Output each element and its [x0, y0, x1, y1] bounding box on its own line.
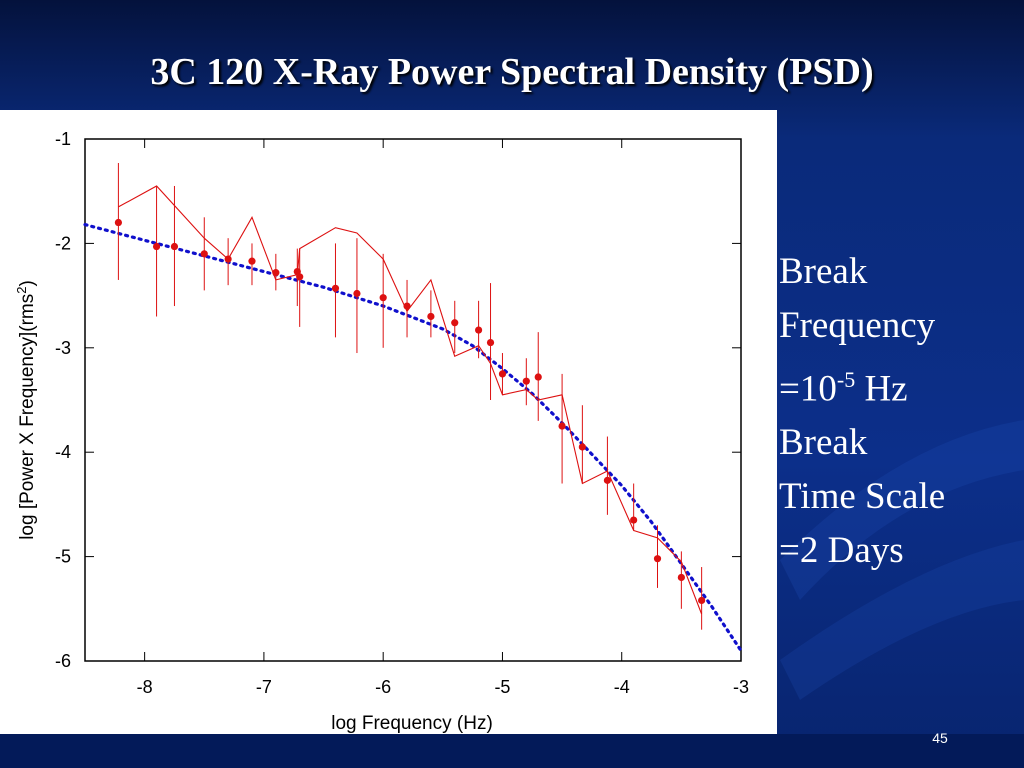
- break-frequency-exponent: -5: [836, 367, 856, 392]
- y-tick-label: -2: [55, 233, 71, 253]
- data-line: [118, 185, 703, 615]
- y-axis-label-main: log [Power X Frequency](rms: [17, 294, 38, 540]
- data-point: [379, 294, 387, 302]
- data-point: [498, 370, 507, 378]
- data-points: [114, 163, 706, 630]
- data-point: [224, 255, 232, 263]
- data-point: [403, 302, 411, 310]
- data-point: [653, 555, 662, 563]
- data-point: [114, 218, 122, 227]
- chart-panel: -8 -7 -6 -5 -4 -3 -1 -2 -3 -4 -5 -6 log Frequency (…: [0, 110, 777, 734]
- data-point: [558, 422, 566, 430]
- data-point: [248, 257, 256, 265]
- break-frequency-base: =10: [779, 368, 837, 410]
- x-tick-label: -6: [375, 677, 391, 697]
- break-frequency-unit: Hz: [855, 368, 908, 410]
- y-tick-label: -5: [55, 547, 71, 567]
- x-tick-label: -5: [494, 677, 510, 697]
- data-point: [486, 338, 495, 347]
- y-tick-label: -3: [55, 338, 71, 358]
- data-point: [630, 516, 638, 524]
- y-axis-label-sup: 2: [14, 287, 29, 294]
- model-curve: [83, 223, 743, 653]
- data-point: [170, 242, 179, 251]
- break-line-3: =10-5 Hz: [779, 353, 1019, 416]
- slide-number: 45: [932, 730, 948, 746]
- break-info: Break Frequency =10-5 Hz Break Time Scal…: [779, 245, 1019, 578]
- x-tick-label: -7: [256, 677, 272, 697]
- x-axis-label: log Frequency (Hz): [331, 713, 493, 734]
- data-point: [152, 242, 161, 251]
- data-point: [603, 476, 612, 484]
- data-point: [200, 250, 208, 258]
- break-line-2: Frequency: [779, 305, 936, 346]
- y-axis-label: log [Power X Frequency](rms2): [14, 280, 38, 540]
- data-point: [698, 596, 706, 605]
- data-point: [677, 573, 685, 582]
- data-point: [331, 284, 340, 292]
- break-line-5: Time Scale: [779, 476, 946, 518]
- y-tick-label: -1: [55, 129, 71, 149]
- data-point: [427, 312, 435, 321]
- plot-frame: [84, 138, 742, 662]
- y-tick-label: -4: [55, 442, 71, 462]
- x-tick-label: -8: [137, 677, 153, 697]
- psd-chart: -8 -7 -6 -5 -4 -3 -1 -2 -3 -4 -5 -6 log Frequency (…: [14, 129, 749, 734]
- y-axis-label-end: ): [17, 280, 38, 286]
- x-tick-label: -4: [614, 677, 630, 697]
- break-line-1: Break: [779, 251, 868, 292]
- footer-bar: [0, 734, 1024, 768]
- model-dotted-line: [83, 223, 743, 653]
- slide-title: 3C 120 X-Ray Power Spectral Density (PSD…: [150, 51, 874, 93]
- data-point: [522, 377, 530, 385]
- break-line-6: =2 Days: [779, 530, 904, 572]
- data-point: [578, 443, 586, 451]
- x-tick-label: -3: [733, 677, 749, 697]
- data-thin-line: [118, 185, 703, 615]
- data-point: [296, 273, 304, 281]
- data-point: [475, 326, 483, 334]
- data-point: [353, 289, 361, 298]
- axis-ticks: -8 -7 -6 -5 -4 -3 -1 -2 -3 -4 -5 -6: [55, 129, 749, 697]
- data-point: [534, 373, 542, 381]
- y-tick-label: -6: [55, 651, 71, 671]
- data-point: [451, 319, 459, 327]
- data-point: [272, 269, 280, 277]
- break-line-4: Break: [779, 422, 868, 464]
